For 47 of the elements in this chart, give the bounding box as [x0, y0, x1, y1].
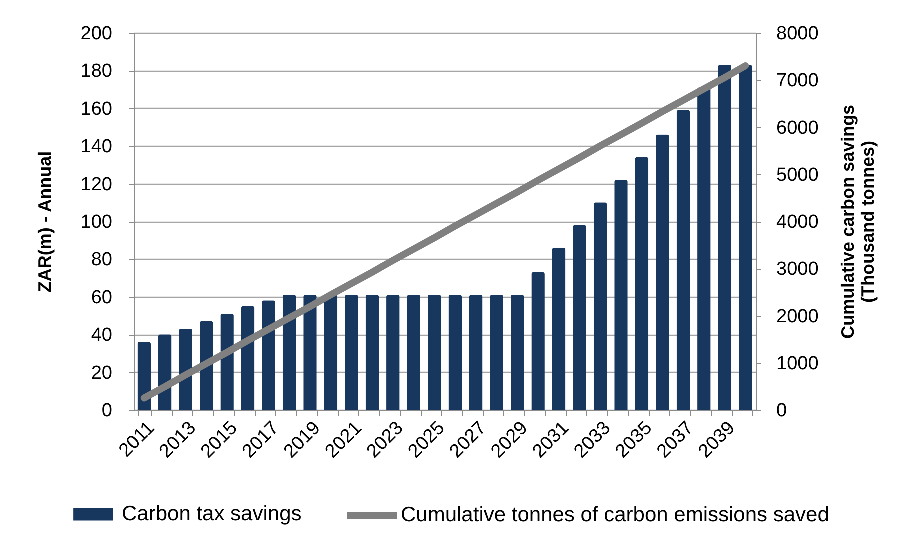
y-tick-label: 200	[80, 24, 112, 44]
y2-tick-label: 8000	[776, 24, 819, 44]
bar	[698, 88, 711, 410]
bar	[552, 248, 566, 410]
legend-label: Cumulative tonnes of carbon emissions saved	[401, 504, 830, 526]
bar	[532, 272, 545, 410]
y2-tick-label: 0	[776, 400, 788, 422]
bar	[448, 295, 462, 410]
y-tick-label: 140	[80, 136, 112, 158]
y2-tick-label: 4000	[776, 212, 819, 233]
bar	[407, 295, 421, 410]
bar	[324, 295, 338, 410]
y2-tick-label: 1000	[776, 353, 819, 374]
y-axis-title: ZAR(m) - Annual	[34, 151, 55, 293]
bar	[594, 202, 608, 410]
bar	[428, 295, 442, 410]
bar	[469, 295, 483, 410]
y-tick-label: 120	[80, 174, 112, 196]
y-tick-label: 40	[91, 325, 112, 346]
y2-axis-title: Cumulative carbon savings (Thousand tonnes)	[838, 104, 878, 340]
y2-tick-label: 5000	[776, 164, 819, 186]
bar	[573, 225, 586, 410]
bar	[241, 306, 255, 410]
y2-tick-label: 6000	[776, 118, 819, 139]
bar	[635, 157, 649, 410]
y2-tick-label: 3000	[776, 259, 819, 280]
bar	[656, 134, 670, 410]
legend-label: Carbon tax savings	[122, 502, 302, 526]
y-tick-label: 100	[80, 212, 112, 233]
y-tick-label: 60	[91, 287, 112, 308]
bar	[366, 295, 380, 410]
y-tick-label: 80	[91, 250, 112, 271]
bar	[614, 180, 628, 410]
bar	[282, 295, 296, 410]
bar	[718, 65, 732, 410]
y-tick-label: 0	[102, 400, 112, 422]
y2-tick-label: 2000	[776, 306, 819, 328]
bar	[510, 295, 524, 410]
bar	[676, 110, 690, 410]
y-tick-label: 180	[80, 61, 112, 82]
bar	[490, 295, 504, 410]
bar	[345, 295, 358, 410]
bar	[386, 295, 400, 410]
y2-tick-label: 7000	[776, 70, 819, 92]
y-tick-label: 20	[91, 362, 112, 384]
y-tick-label: 160	[80, 98, 112, 120]
bar	[739, 65, 752, 410]
